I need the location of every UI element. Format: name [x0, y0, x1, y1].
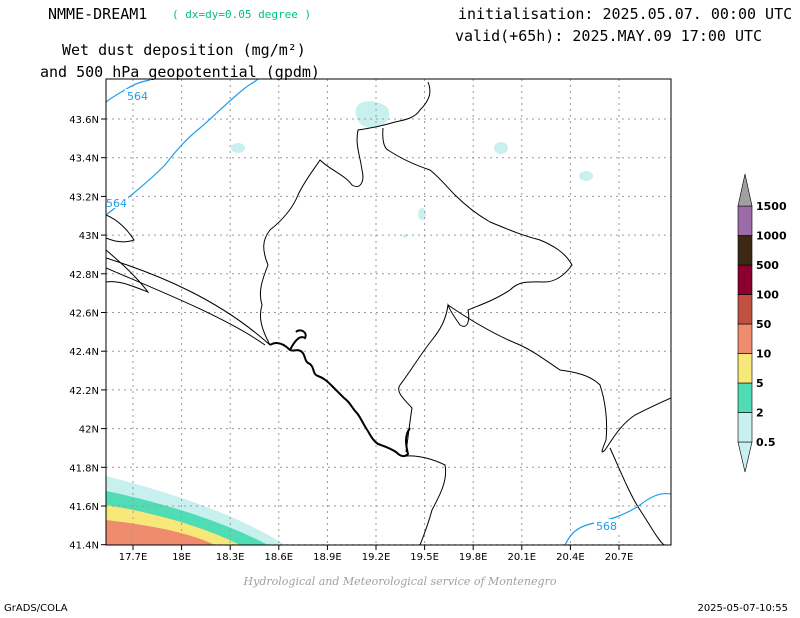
software-label: GrADS/COLA: [4, 603, 68, 614]
colorbar-label: 2: [756, 407, 764, 420]
lat-label: 43.4N: [69, 154, 99, 165]
lat-label: 43.2N: [69, 192, 99, 203]
contour-564-b: [106, 79, 259, 216]
dust-patch-north: [355, 101, 390, 128]
colorbar-label: 5: [756, 377, 764, 390]
lat-label: 42N: [79, 425, 99, 436]
gridlines: [106, 79, 671, 545]
colorbar-label: 1000: [756, 230, 787, 243]
generated-timestamp: 2025-05-07-10:55: [697, 603, 788, 614]
lon-label: 19.5E: [410, 552, 439, 563]
lat-label: 43N: [79, 231, 99, 242]
colorbar-segment: [737, 353, 753, 384]
lon-label: 18E: [172, 552, 191, 563]
field-title-line2: and 500 hPa geopotential (gpdm): [40, 63, 320, 81]
map-content: 564 564 568: [106, 79, 671, 545]
colorbar-top-arrow: [737, 173, 753, 207]
contour-568: [564, 492, 671, 545]
colorbar-label: 1500: [756, 200, 787, 213]
colorbar-label: 0.5: [756, 436, 776, 449]
valid-time: valid(+65h): 2025.MAY.09 17:00 UTC: [455, 27, 763, 45]
latitude-axis: 43.6N 43.4N 43.2N 43N 42.8N 42.6N 42.4N 42.2N 42…: [69, 115, 106, 552]
colorbar-segment: [737, 382, 753, 413]
lon-label: 19.8E: [459, 552, 488, 563]
lat-label: 42.2N: [69, 386, 99, 397]
lon-label: 18.9E: [313, 552, 342, 563]
colorbar-label: 100: [756, 289, 779, 302]
lat-label: 41.8N: [69, 463, 99, 474]
lat-label: 42.6N: [69, 309, 99, 320]
colorbar-bottom-arrow: [737, 441, 753, 473]
lat-label: 41.4N: [69, 541, 99, 552]
dust-shade-10: [106, 520, 215, 545]
lon-label: 20.7E: [605, 552, 634, 563]
model-name: NMME-DREAM1: [48, 5, 148, 23]
lon-label: 20.4E: [556, 552, 585, 563]
lat-label: 42.8N: [69, 270, 99, 281]
contour-label-3: 568: [596, 520, 617, 533]
colorbar-segment: [737, 264, 753, 295]
colorbar-segment: [737, 294, 753, 325]
colorbar-label: 50: [756, 318, 772, 331]
dust-patch-d: [418, 208, 426, 220]
lat-label: 41.6N: [69, 502, 99, 513]
contour-label-1: 564: [127, 90, 148, 103]
colorbar-segment: [737, 235, 753, 266]
lat-label: 43.6N: [69, 115, 99, 126]
dust-patch-a: [231, 143, 245, 153]
dust-patch-c: [579, 171, 593, 181]
grid-resolution: ( dx=dy=0.05 degree ): [172, 8, 312, 21]
coastline: [269, 329, 411, 458]
lon-label: 20.1E: [508, 552, 537, 563]
field-title-line1: Wet dust deposition (mg/m²): [62, 41, 306, 59]
colorbar-segment: [737, 205, 753, 236]
colorbar-segment: [737, 412, 753, 443]
colorbar-label: 500: [756, 259, 779, 272]
contour-label-2: 564: [106, 197, 127, 210]
contour-564-a: [106, 79, 151, 103]
country-borders: [106, 81, 671, 545]
lon-label: 18.6E: [265, 552, 294, 563]
initialisation-time: initialisation: 2025.05.07. 00:00 UTC: [458, 5, 793, 23]
credit-text: Hydrological and Meteorological service …: [243, 575, 557, 588]
colorbar-label: 10: [756, 348, 772, 361]
dust-patch-b: [494, 142, 508, 154]
lon-label: 19.2E: [362, 552, 391, 563]
longitude-axis: 17.7E 18E 18.3E 18.6E 18.9E 19.2E 19.5E 19.8E 20…: [119, 545, 634, 563]
colorbar-segment: [737, 323, 753, 354]
colorbar: 0.5 2 5 10 50 100 500 1000 1500: [737, 173, 787, 473]
lon-label: 17.7E: [119, 552, 148, 563]
lon-label: 18.3E: [216, 552, 245, 563]
lat-label: 42.4N: [69, 347, 99, 358]
